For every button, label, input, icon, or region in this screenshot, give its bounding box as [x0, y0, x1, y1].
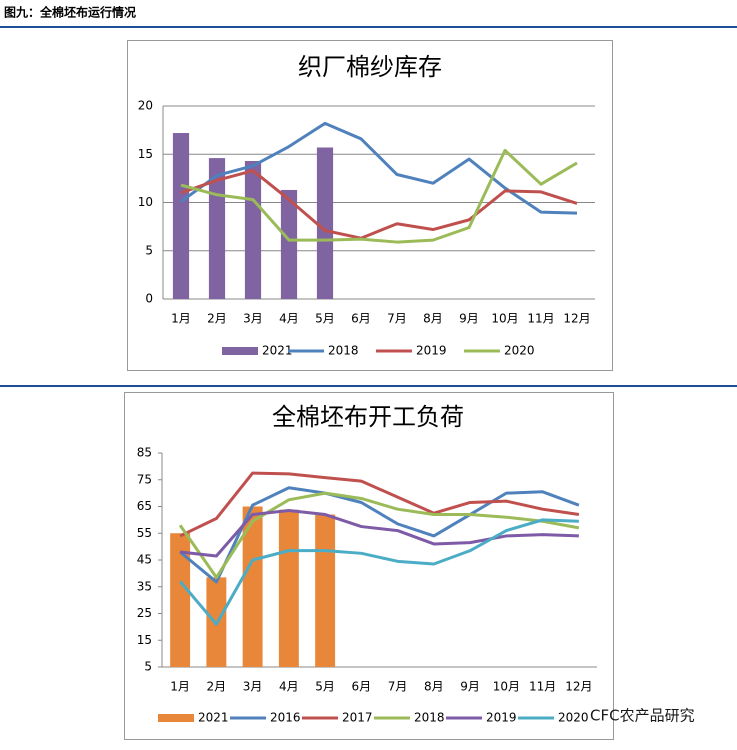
legend-label: 2019	[416, 344, 447, 358]
legend-swatch	[158, 714, 194, 722]
chart-title: 全棉坯布开工负荷	[272, 403, 464, 431]
x-tick-label: 10月	[493, 680, 520, 694]
watermark: CFC农产品研究	[590, 707, 695, 725]
bar	[242, 506, 263, 667]
legend-label: 2018	[414, 711, 445, 725]
legend-label: 2019	[486, 711, 517, 725]
bar	[244, 161, 262, 299]
legend-label: 2018	[328, 344, 359, 358]
line-series	[178, 491, 580, 579]
x-tick-label: 9月	[460, 680, 480, 694]
legend-label: 2020	[558, 711, 589, 725]
x-tick-label: 1月	[171, 312, 191, 326]
legend-label: 2021	[198, 711, 229, 725]
chart-title: 织厂棉纱库存	[298, 53, 442, 81]
x-tick-label: 5月	[315, 680, 335, 694]
x-tick-label: 12月	[565, 680, 592, 694]
y-tick-label: 65	[137, 499, 152, 513]
y-tick-label: 20	[138, 99, 153, 113]
x-tick-label: 2月	[207, 312, 227, 326]
y-tick-label: 25	[137, 606, 152, 620]
x-tick-label: 8月	[424, 680, 444, 694]
y-tick-label: 55	[137, 526, 152, 540]
legend-label: 2021	[262, 344, 293, 358]
x-tick-label: 2月	[207, 680, 227, 694]
x-tick-label: 6月	[351, 312, 371, 326]
chart-frame	[124, 392, 614, 740]
x-tick-label: 4月	[279, 680, 299, 694]
x-tick-label: 10月	[491, 312, 518, 326]
legend-label: 2020	[504, 344, 535, 358]
x-tick-label: 9月	[459, 312, 479, 326]
x-tick-label: 5月	[315, 312, 335, 326]
x-tick-label: 7月	[388, 680, 408, 694]
x-tick-label: 8月	[423, 312, 443, 326]
y-tick-label: 45	[137, 553, 152, 567]
x-tick-label: 11月	[527, 312, 554, 326]
y-tick-label: 85	[137, 446, 152, 460]
x-tick-label: 4月	[279, 312, 299, 326]
x-tick-label: 6月	[352, 680, 372, 694]
bar	[170, 533, 191, 667]
line-series	[180, 169, 578, 240]
y-tick-label: 0	[145, 292, 153, 306]
x-tick-label: 3月	[243, 312, 263, 326]
line-series	[179, 509, 579, 558]
line-series	[178, 518, 579, 626]
bar	[316, 147, 334, 299]
y-tick-label: 10	[138, 195, 153, 209]
legend-swatch	[222, 347, 258, 355]
y-tick-label: 35	[137, 579, 152, 593]
y-tick-label: 15	[138, 147, 153, 161]
line-series	[179, 471, 580, 538]
y-tick-label: 5	[144, 660, 152, 674]
line-series	[180, 148, 578, 244]
x-tick-label: 1月	[170, 680, 190, 694]
y-tick-label: 75	[137, 472, 152, 486]
x-tick-label: 3月	[243, 680, 263, 694]
y-tick-label: 15	[137, 633, 152, 647]
bar	[278, 509, 299, 667]
x-tick-label: 7月	[387, 312, 407, 326]
legend-label: 2017	[342, 711, 373, 725]
x-tick-label: 11月	[529, 680, 556, 694]
bar	[280, 189, 298, 299]
legend-label: 2016	[270, 711, 301, 725]
x-tick-label: 12月	[563, 312, 590, 326]
bar	[315, 514, 336, 667]
bar	[172, 133, 190, 299]
line-series	[179, 486, 580, 584]
y-tick-label: 5	[145, 243, 153, 257]
header-title: 图九：全棉坯布运行情况	[4, 5, 136, 20]
